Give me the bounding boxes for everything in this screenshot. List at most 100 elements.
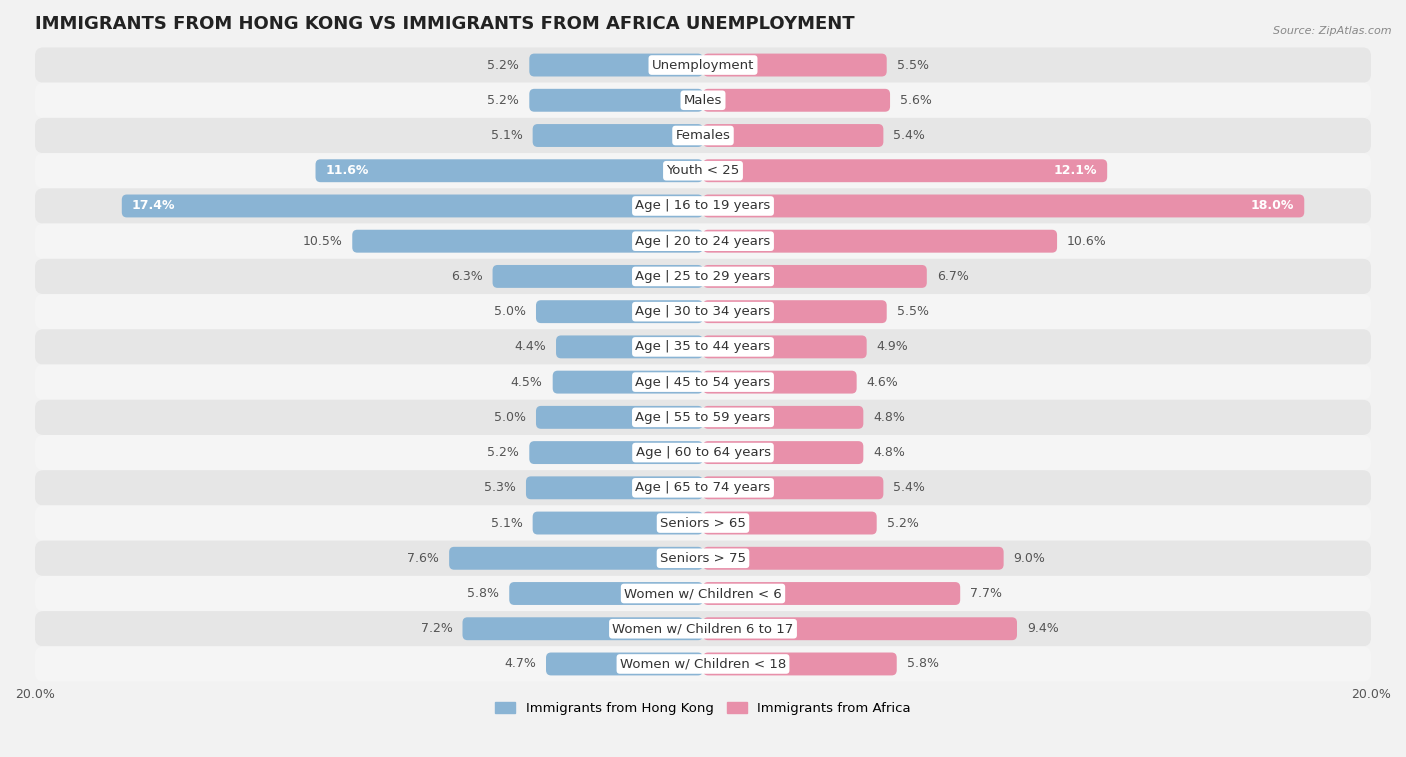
FancyBboxPatch shape	[703, 124, 883, 147]
FancyBboxPatch shape	[703, 195, 1305, 217]
Text: 5.1%: 5.1%	[491, 129, 523, 142]
FancyBboxPatch shape	[536, 406, 703, 428]
FancyBboxPatch shape	[703, 406, 863, 428]
Text: 10.5%: 10.5%	[302, 235, 342, 248]
FancyBboxPatch shape	[35, 365, 1371, 400]
FancyBboxPatch shape	[353, 229, 703, 253]
Text: IMMIGRANTS FROM HONG KONG VS IMMIGRANTS FROM AFRICA UNEMPLOYMENT: IMMIGRANTS FROM HONG KONG VS IMMIGRANTS …	[35, 15, 855, 33]
FancyBboxPatch shape	[529, 89, 703, 112]
FancyBboxPatch shape	[703, 54, 887, 76]
Text: 5.4%: 5.4%	[893, 481, 925, 494]
Text: Seniors > 75: Seniors > 75	[659, 552, 747, 565]
FancyBboxPatch shape	[35, 294, 1371, 329]
FancyBboxPatch shape	[703, 653, 897, 675]
FancyBboxPatch shape	[536, 301, 703, 323]
Text: 5.2%: 5.2%	[488, 58, 519, 72]
FancyBboxPatch shape	[703, 89, 890, 112]
Text: Source: ZipAtlas.com: Source: ZipAtlas.com	[1274, 26, 1392, 36]
Text: 5.6%: 5.6%	[900, 94, 932, 107]
Text: 5.2%: 5.2%	[488, 446, 519, 459]
FancyBboxPatch shape	[35, 118, 1371, 153]
FancyBboxPatch shape	[35, 329, 1371, 365]
FancyBboxPatch shape	[703, 476, 883, 500]
Text: Females: Females	[675, 129, 731, 142]
Text: 7.2%: 7.2%	[420, 622, 453, 635]
FancyBboxPatch shape	[526, 476, 703, 500]
Text: Women w/ Children < 6: Women w/ Children < 6	[624, 587, 782, 600]
FancyBboxPatch shape	[703, 441, 863, 464]
Text: 11.6%: 11.6%	[326, 164, 368, 177]
FancyBboxPatch shape	[35, 400, 1371, 435]
Text: 17.4%: 17.4%	[132, 199, 176, 213]
FancyBboxPatch shape	[35, 259, 1371, 294]
FancyBboxPatch shape	[555, 335, 703, 358]
Text: Age | 35 to 44 years: Age | 35 to 44 years	[636, 341, 770, 354]
FancyBboxPatch shape	[35, 540, 1371, 576]
FancyBboxPatch shape	[533, 512, 703, 534]
Text: Seniors > 65: Seniors > 65	[659, 516, 747, 530]
FancyBboxPatch shape	[492, 265, 703, 288]
FancyBboxPatch shape	[35, 506, 1371, 540]
FancyBboxPatch shape	[35, 646, 1371, 681]
Text: Women w/ Children < 18: Women w/ Children < 18	[620, 658, 786, 671]
FancyBboxPatch shape	[449, 547, 703, 570]
Text: Age | 60 to 64 years: Age | 60 to 64 years	[636, 446, 770, 459]
Text: 5.5%: 5.5%	[897, 58, 929, 72]
FancyBboxPatch shape	[35, 48, 1371, 83]
FancyBboxPatch shape	[35, 188, 1371, 223]
Legend: Immigrants from Hong Kong, Immigrants from Africa: Immigrants from Hong Kong, Immigrants fr…	[495, 702, 911, 715]
Text: 6.3%: 6.3%	[451, 270, 482, 283]
FancyBboxPatch shape	[315, 159, 703, 182]
Text: Age | 25 to 29 years: Age | 25 to 29 years	[636, 270, 770, 283]
FancyBboxPatch shape	[703, 301, 887, 323]
Text: Age | 20 to 24 years: Age | 20 to 24 years	[636, 235, 770, 248]
FancyBboxPatch shape	[122, 195, 703, 217]
Text: 4.5%: 4.5%	[510, 375, 543, 388]
FancyBboxPatch shape	[553, 371, 703, 394]
Text: 7.6%: 7.6%	[408, 552, 439, 565]
FancyBboxPatch shape	[35, 83, 1371, 118]
Text: 4.9%: 4.9%	[877, 341, 908, 354]
FancyBboxPatch shape	[703, 335, 866, 358]
FancyBboxPatch shape	[529, 54, 703, 76]
Text: 4.8%: 4.8%	[873, 446, 905, 459]
Text: 5.3%: 5.3%	[484, 481, 516, 494]
FancyBboxPatch shape	[703, 229, 1057, 253]
FancyBboxPatch shape	[509, 582, 703, 605]
FancyBboxPatch shape	[703, 547, 1004, 570]
FancyBboxPatch shape	[35, 153, 1371, 188]
FancyBboxPatch shape	[35, 435, 1371, 470]
FancyBboxPatch shape	[529, 441, 703, 464]
Text: Women w/ Children 6 to 17: Women w/ Children 6 to 17	[613, 622, 793, 635]
FancyBboxPatch shape	[35, 223, 1371, 259]
Text: Age | 16 to 19 years: Age | 16 to 19 years	[636, 199, 770, 213]
FancyBboxPatch shape	[703, 582, 960, 605]
Text: 5.0%: 5.0%	[494, 305, 526, 318]
Text: 18.0%: 18.0%	[1251, 199, 1295, 213]
Text: Age | 30 to 34 years: Age | 30 to 34 years	[636, 305, 770, 318]
FancyBboxPatch shape	[35, 470, 1371, 506]
Text: 5.8%: 5.8%	[907, 658, 939, 671]
Text: 10.6%: 10.6%	[1067, 235, 1107, 248]
FancyBboxPatch shape	[703, 617, 1017, 640]
Text: 5.5%: 5.5%	[897, 305, 929, 318]
Text: 12.1%: 12.1%	[1053, 164, 1097, 177]
Text: 5.0%: 5.0%	[494, 411, 526, 424]
Text: Age | 45 to 54 years: Age | 45 to 54 years	[636, 375, 770, 388]
FancyBboxPatch shape	[703, 512, 877, 534]
Text: 6.7%: 6.7%	[936, 270, 969, 283]
FancyBboxPatch shape	[35, 576, 1371, 611]
Text: 4.6%: 4.6%	[866, 375, 898, 388]
Text: 9.0%: 9.0%	[1014, 552, 1046, 565]
Text: Age | 55 to 59 years: Age | 55 to 59 years	[636, 411, 770, 424]
Text: 4.8%: 4.8%	[873, 411, 905, 424]
Text: 5.2%: 5.2%	[488, 94, 519, 107]
FancyBboxPatch shape	[35, 611, 1371, 646]
FancyBboxPatch shape	[703, 159, 1107, 182]
Text: 4.7%: 4.7%	[505, 658, 536, 671]
Text: Age | 65 to 74 years: Age | 65 to 74 years	[636, 481, 770, 494]
Text: 5.1%: 5.1%	[491, 516, 523, 530]
Text: 5.4%: 5.4%	[893, 129, 925, 142]
FancyBboxPatch shape	[463, 617, 703, 640]
FancyBboxPatch shape	[703, 371, 856, 394]
